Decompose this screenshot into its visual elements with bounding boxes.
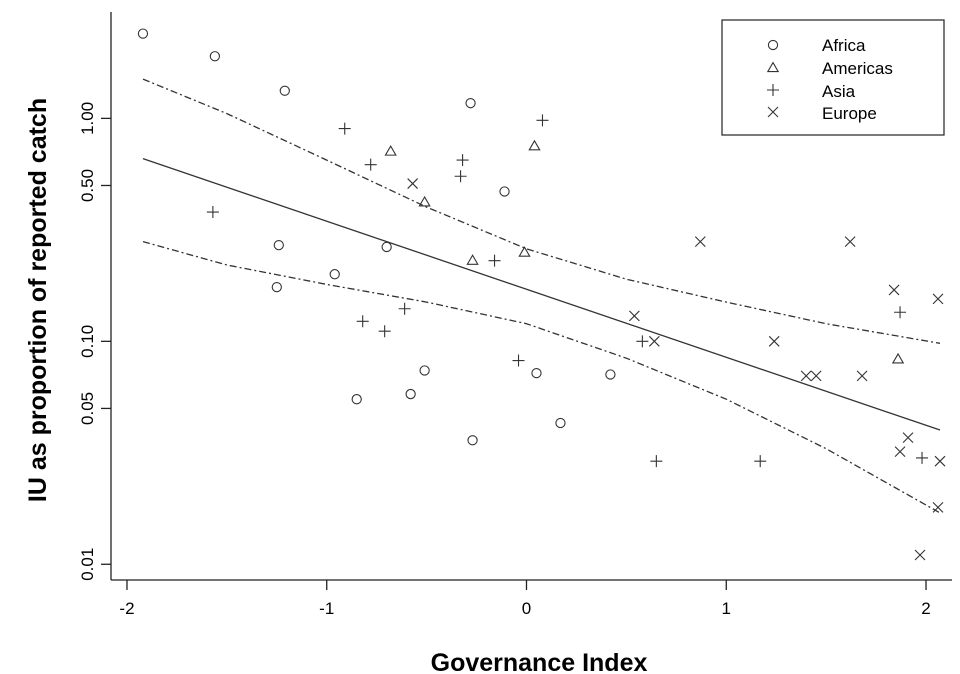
x-tick-label: 2 bbox=[921, 599, 930, 618]
regression-line bbox=[142, 157, 941, 431]
legend-label-africa: Africa bbox=[822, 36, 866, 55]
x-tick-label: 0 bbox=[522, 599, 531, 618]
data-point-americas bbox=[466, 254, 479, 265]
y-tick-label: 0.05 bbox=[78, 392, 97, 425]
confidence-band-upper bbox=[142, 78, 941, 344]
y-tick-label: 0.50 bbox=[78, 169, 97, 202]
data-point-africa bbox=[271, 281, 282, 293]
legend-label-europe: Europe bbox=[822, 104, 877, 123]
data-point-europe bbox=[628, 310, 640, 322]
series-africa bbox=[137, 28, 616, 446]
data-point-asia bbox=[754, 455, 767, 468]
data-point-europe bbox=[844, 236, 856, 248]
data-point-asia bbox=[512, 354, 525, 367]
series-europe bbox=[407, 178, 946, 561]
data-point-africa bbox=[465, 98, 476, 109]
confidence-band bbox=[142, 78, 941, 514]
series-asia bbox=[206, 114, 929, 468]
data-point-europe bbox=[694, 236, 706, 248]
legend-box bbox=[721, 19, 945, 136]
y-tick-label: 0.01 bbox=[78, 548, 97, 581]
data-point-africa bbox=[405, 388, 416, 400]
data-point-americas bbox=[891, 352, 905, 364]
legend-symbol-africa bbox=[767, 39, 779, 51]
y-tick-label: 1.00 bbox=[78, 102, 97, 135]
data-point-asia bbox=[456, 154, 469, 167]
data-point-europe bbox=[934, 455, 946, 467]
data-point-europe bbox=[888, 284, 900, 296]
data-point-asia bbox=[398, 302, 411, 315]
data-point-asia bbox=[378, 325, 391, 338]
data-point-europe bbox=[768, 335, 780, 347]
legend-symbol-americas bbox=[766, 61, 780, 73]
data-point-europe bbox=[902, 432, 914, 443]
data-point-americas bbox=[418, 195, 431, 207]
data-point-asia bbox=[338, 122, 351, 135]
x-tick-label: -2 bbox=[119, 599, 134, 618]
data-point-americas bbox=[518, 246, 531, 257]
data-point-americas bbox=[528, 139, 541, 151]
legend-label-americas: Americas bbox=[822, 59, 893, 78]
data-point-africa bbox=[419, 365, 430, 376]
data-point-africa bbox=[209, 51, 221, 62]
data-point-asia bbox=[636, 335, 649, 348]
legend: Africa Americas Asia Europe bbox=[721, 19, 945, 136]
x-tick-label: -1 bbox=[319, 599, 334, 618]
confidence-band-lower bbox=[142, 240, 941, 514]
data-point-africa bbox=[605, 369, 616, 380]
data-point-asia bbox=[916, 451, 929, 464]
data-point-americas bbox=[384, 145, 397, 156]
data-point-africa bbox=[555, 417, 566, 429]
legend-label-asia: Asia bbox=[822, 82, 856, 101]
y-axis-title: IU as proportion of reported catch bbox=[24, 98, 52, 502]
regression-line-group bbox=[142, 157, 941, 431]
data-point-asia bbox=[536, 114, 549, 127]
data-point-asia bbox=[894, 306, 907, 319]
data-point-europe bbox=[407, 178, 419, 189]
data-point-africa bbox=[329, 269, 340, 280]
x-tick-label: 1 bbox=[722, 599, 731, 618]
data-point-africa bbox=[531, 367, 542, 379]
data-point-asia bbox=[488, 254, 501, 267]
data-point-africa bbox=[351, 394, 362, 405]
data-point-europe bbox=[932, 501, 944, 513]
data-points bbox=[137, 28, 946, 561]
data-point-europe bbox=[648, 335, 660, 347]
data-point-asia bbox=[206, 206, 219, 219]
data-point-asia bbox=[364, 158, 377, 171]
data-point-europe bbox=[800, 370, 812, 382]
data-point-europe bbox=[856, 370, 868, 382]
data-point-europe bbox=[932, 293, 944, 305]
data-point-europe bbox=[894, 446, 906, 458]
legend-symbol-europe bbox=[767, 106, 779, 118]
y-tick-label: 0.10 bbox=[78, 325, 97, 358]
series-americas bbox=[384, 139, 905, 364]
data-point-africa bbox=[467, 435, 478, 446]
data-point-africa bbox=[137, 28, 149, 39]
data-point-asia bbox=[454, 170, 467, 183]
data-point-europe bbox=[914, 549, 926, 561]
data-point-africa bbox=[499, 186, 510, 197]
x-axis-title: Governance Index bbox=[431, 649, 648, 674]
data-point-africa bbox=[279, 85, 290, 96]
axes: -2 -1 0 1 2 0.01 0.05 0.10 0.50 1.00 bbox=[78, 12, 952, 618]
legend-symbol-asia bbox=[767, 84, 779, 96]
data-point-asia bbox=[650, 455, 663, 468]
data-point-africa bbox=[273, 239, 284, 251]
data-point-asia bbox=[356, 315, 369, 328]
data-point-europe bbox=[810, 370, 822, 382]
data-point-africa bbox=[381, 241, 392, 253]
